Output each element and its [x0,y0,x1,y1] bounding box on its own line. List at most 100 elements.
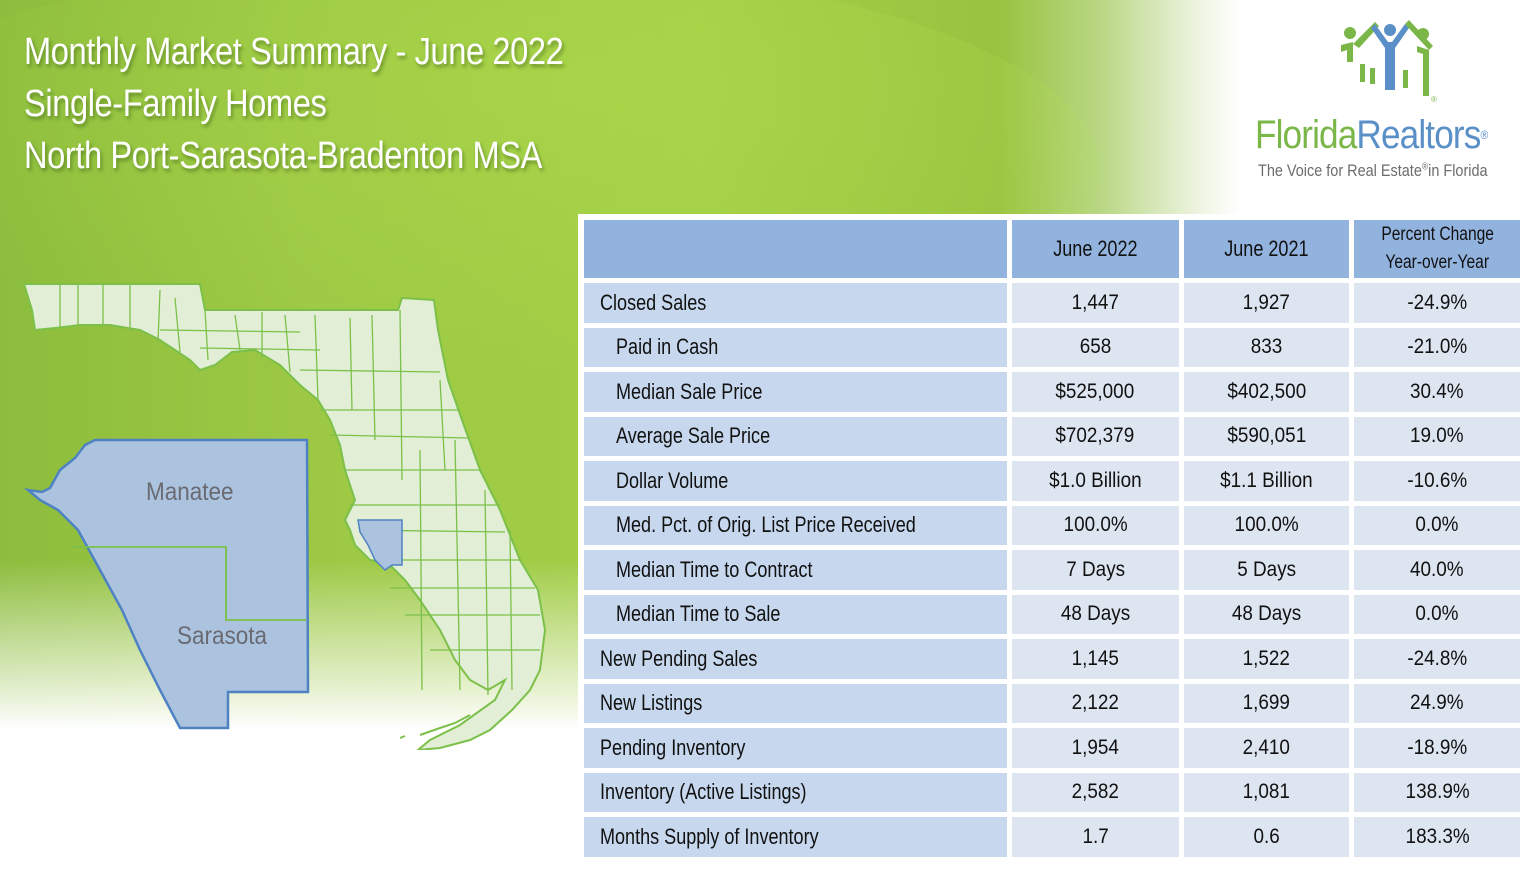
value-percent-change: 24.9% [1354,683,1520,723]
metric-label: Paid in Cash [584,327,1007,367]
value-june-2021: 1,699 [1183,683,1350,723]
value-june-2022: 48 Days [1011,594,1179,634]
header-june-2022-text: June 2022 [1053,236,1138,261]
value-percent-change: 30.4% [1354,372,1520,412]
table-row: Inventory (Active Listings) 2,582 1,081 138… [584,772,1520,812]
value-percent-change-text: 40.0% [1410,557,1464,581]
value-june-2022-text: 7 Days [1065,557,1125,581]
metric-label: Median Time to Contract [584,550,1007,590]
value-june-2021-text: 2,410 [1242,735,1291,759]
header-percent-change-line1: Percent Change [1380,224,1494,245]
value-june-2022-text: 1,145 [1071,646,1119,670]
value-june-2021: 2,410 [1183,728,1350,768]
value-percent-change-text: 0.0% [1415,602,1459,626]
value-percent-change: 138.9% [1354,772,1520,812]
florida-county-map [22,283,547,752]
county-border-manatee-sarasota [72,546,306,621]
header-june-2021-text: June 2021 [1224,236,1309,261]
value-june-2021-text: 1,522 [1242,646,1291,670]
value-june-2021-text: 48 Days [1231,602,1302,626]
metric-label: New Listings [584,683,1007,723]
value-june-2021: 48 Days [1183,594,1350,634]
table-row: Average Sale Price $702,379 $590,051 19.0% [584,416,1520,456]
value-june-2021: 1,927 [1183,283,1350,323]
metric-label: Med. Pct. of Orig. List Price Received [584,505,1007,545]
table-row: Med. Pct. of Orig. List Price Received 10… [584,505,1520,545]
value-june-2021: $590,051 [1183,416,1350,456]
value-june-2021-text: $1.1 Billion [1220,468,1313,492]
value-june-2021-text: $402,500 [1227,379,1306,403]
value-june-2022-text: 1.7 [1082,824,1109,848]
metric-label-text: Med. Pct. of Orig. List Price Received [616,512,916,538]
value-june-2022: 7 Days [1011,550,1179,590]
value-percent-change: 19.0% [1354,416,1520,456]
value-june-2022-text: 1,447 [1071,290,1119,314]
value-june-2021: 1,081 [1183,772,1350,812]
value-percent-change: -21.0% [1354,327,1520,367]
metric-label-text: Median Time to Contract [616,556,813,582]
svg-text:®: ® [1431,95,1437,104]
metric-label-text: Months Supply of Inventory [600,823,819,849]
metric-label: New Pending Sales [584,639,1007,679]
value-june-2022: 1,954 [1011,728,1179,768]
value-june-2022-text: 100.0% [1063,513,1128,537]
logo-tagline: The Voice for Real Estate®in Florida [1258,161,1488,181]
value-percent-change-text: -21.0% [1407,335,1468,359]
value-percent-change-text: 24.9% [1410,691,1464,715]
title-line-3: North Port-Sarasota-Bradenton MSA [24,135,543,177]
value-june-2021: 100.0% [1183,505,1350,545]
table-row: Paid in Cash 658 833 -21.0% [584,327,1520,367]
metric-label-text: Pending Inventory [600,734,746,760]
value-percent-change: 0.0% [1354,505,1520,545]
table-row: Median Sale Price $525,000 $402,500 30.4% [584,372,1520,412]
inset-msa-region [23,438,310,730]
value-june-2021: 0.6 [1183,817,1350,857]
value-june-2022-text: 2,582 [1071,780,1119,804]
header-june-2021: June 2021 [1183,220,1350,278]
value-june-2022-text: 658 [1079,335,1112,359]
value-percent-change-text: 30.4% [1410,379,1464,403]
value-june-2022: 1,447 [1011,283,1179,323]
value-percent-change-text: -10.6% [1407,468,1468,492]
florida-map: Manatee Sarasota [0,270,560,752]
value-june-2021: 1,522 [1183,639,1350,679]
value-june-2021-text: 1,699 [1242,691,1291,715]
value-percent-change-text: 0.0% [1415,513,1459,537]
metric-label-text: Median Sale Price [616,378,763,404]
table-row: Dollar Volume $1.0 Billion $1.1 Billion -10… [584,461,1520,501]
value-june-2022-text: $702,379 [1055,424,1135,448]
metric-label: Months Supply of Inventory [584,817,1007,857]
metric-label-text: New Listings [600,690,703,716]
value-percent-change: 0.0% [1354,594,1520,634]
metric-label: Closed Sales [584,283,1007,323]
county-label-sarasota: Sarasota [177,622,268,650]
msa-highlight-small [357,519,403,571]
value-percent-change: -24.9% [1354,283,1520,323]
metric-label-text: Inventory (Active Listings) [600,779,807,805]
value-june-2021-text: 1,081 [1242,780,1291,804]
market-summary-table: June 2022 June 2021 Percent Change Year-… [578,214,1526,864]
metric-label: Median Time to Sale [584,594,1007,634]
logo-word-florida: Florida [1255,113,1357,157]
metric-label-text: Dollar Volume [616,467,729,493]
value-june-2021: 833 [1183,327,1350,367]
value-percent-change-text: 183.3% [1405,824,1470,848]
value-percent-change-text: -18.9% [1407,735,1468,759]
value-june-2021-text: 0.6 [1253,824,1280,848]
value-percent-change: 40.0% [1354,550,1520,590]
value-june-2021-text: $590,051 [1227,424,1306,448]
table-row: Median Time to Contract 7 Days 5 Days 40.0% [584,550,1520,590]
table-header-row: June 2022 June 2021 Percent Change Year-… [584,220,1520,278]
metric-label-text: Paid in Cash [616,334,719,360]
value-june-2022: 658 [1011,327,1179,367]
metric-label: Inventory (Active Listings) [584,772,1007,812]
table-row: Closed Sales 1,447 1,927 -24.9% [584,283,1520,323]
metric-label-text: Average Sale Price [616,423,771,449]
metric-label-text: Median Time to Sale [616,601,781,627]
value-june-2022: 1.7 [1011,817,1179,857]
table-row: Median Time to Sale 48 Days 48 Days 0.0% [584,594,1520,634]
value-june-2022-text: $1.0 Billion [1049,468,1142,492]
registered-mark: ® [1480,128,1488,142]
header-metric [584,220,1007,278]
metric-label-text: New Pending Sales [600,645,758,671]
